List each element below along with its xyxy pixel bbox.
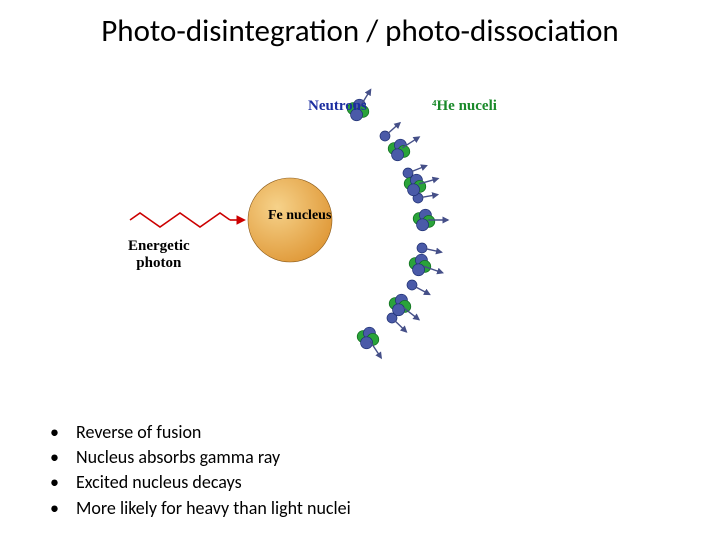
bullet-text: More likely for heavy than light nuclei: [76, 496, 351, 521]
diagram-svg: [110, 80, 610, 360]
label-fe-nucleus: Fe nucleus: [268, 208, 331, 224]
bullet-dot-icon: •: [50, 420, 76, 445]
bullet-dot-icon: •: [50, 496, 76, 521]
list-item: •Reverse of fusion: [50, 420, 351, 445]
list-item: •More likely for heavy than light nuclei: [50, 496, 351, 521]
bullet-dot-icon: •: [50, 445, 76, 470]
photodisintegration-diagram: Neutrons ⁴He nuceli Fe nucleus Energetic…: [110, 80, 610, 360]
bullet-list: •Reverse of fusion •Nucleus absorbs gamm…: [50, 420, 351, 521]
list-item: •Nucleus absorbs gamma ray: [50, 445, 351, 470]
label-he4: ⁴He nuceli: [432, 98, 497, 115]
bullet-text: Excited nucleus decays: [76, 470, 242, 495]
label-photon-line1: Energetic: [128, 238, 190, 254]
label-neutrons: Neutrons: [308, 98, 367, 115]
bullet-text: Reverse of fusion: [76, 420, 201, 445]
list-item: •Excited nucleus decays: [50, 470, 351, 495]
label-photon-line2: photon: [136, 255, 181, 271]
label-energetic-photon: Energetic photon: [128, 238, 190, 273]
bullet-dot-icon: •: [50, 470, 76, 495]
bullet-text: Nucleus absorbs gamma ray: [76, 445, 280, 470]
page-title: Photo-disintegration / photo-dissociatio…: [0, 12, 720, 50]
